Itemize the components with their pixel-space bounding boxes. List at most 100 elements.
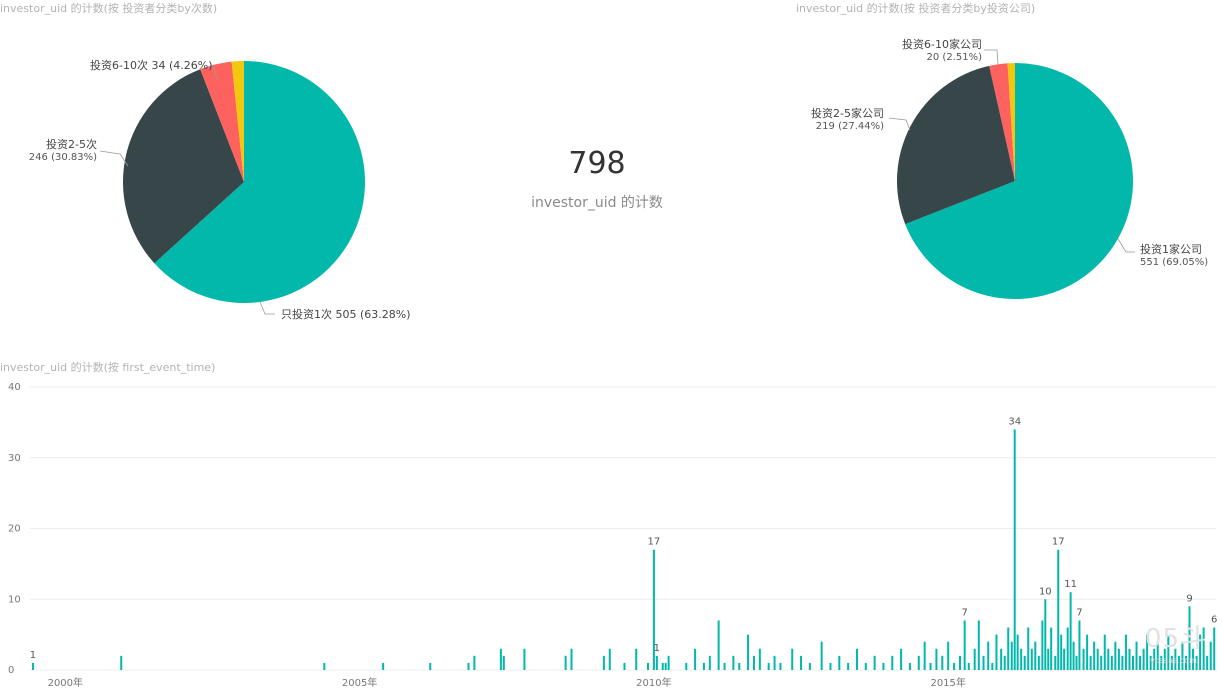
column-bar[interactable]: [995, 634, 998, 670]
column-bar[interactable]: [564, 655, 567, 670]
column-bar[interactable]: [1163, 648, 1166, 670]
column-bar[interactable]: [900, 648, 903, 670]
column-bar[interactable]: [1202, 627, 1205, 670]
column-bar[interactable]: [1054, 655, 1057, 670]
column-bar[interactable]: [523, 648, 526, 670]
column-bar[interactable]: [31, 662, 34, 670]
column-bar[interactable]: [747, 634, 750, 670]
column-bar[interactable]: [1135, 641, 1138, 670]
pie2-slice-2[interactable]: [989, 63, 1015, 182]
column-bar[interactable]: [958, 655, 961, 670]
column-bar[interactable]: [717, 620, 720, 670]
column-bar[interactable]: [602, 655, 605, 670]
pie1-slice-2[interactable]: [200, 61, 244, 182]
column-bar[interactable]: [1023, 655, 1026, 670]
column-bar[interactable]: [779, 662, 782, 670]
column-bar[interactable]: [635, 648, 638, 670]
column-bar[interactable]: [1086, 634, 1089, 670]
column-bar[interactable]: [977, 620, 980, 670]
column-bar[interactable]: [929, 662, 932, 670]
column-bar[interactable]: [917, 655, 920, 670]
column-bar[interactable]: [1003, 655, 1006, 670]
column-bar[interactable]: [941, 655, 944, 670]
column-bar[interactable]: [1174, 648, 1177, 670]
column-bar[interactable]: [767, 662, 770, 670]
column-bar[interactable]: [1132, 655, 1135, 670]
column-bar[interactable]: [570, 648, 573, 670]
column-bar[interactable]: [967, 662, 970, 670]
column-bar[interactable]: [499, 648, 502, 670]
column-bar[interactable]: [323, 662, 326, 670]
column-bar[interactable]: [1142, 648, 1145, 670]
column-bar[interactable]: [732, 655, 735, 670]
column-bar[interactable]: [655, 655, 658, 670]
column-bar[interactable]: [991, 662, 994, 670]
column-bar[interactable]: [1160, 655, 1163, 670]
column-bar[interactable]: [808, 662, 811, 670]
column-bar[interactable]: [982, 655, 985, 670]
column-bar[interactable]: [1121, 655, 1124, 670]
column-bar[interactable]: [987, 641, 990, 670]
column-bar[interactable]: [1124, 634, 1127, 670]
column-bar[interactable]: [647, 662, 650, 670]
column-bar[interactable]: [1149, 655, 1152, 670]
column-bar[interactable]: [953, 662, 956, 670]
column-bar[interactable]: [1184, 655, 1187, 670]
column-bar[interactable]: [752, 655, 755, 670]
column-bar[interactable]: [820, 641, 823, 670]
pie1-slice-3[interactable]: [231, 61, 244, 182]
column-bar[interactable]: [1117, 648, 1120, 670]
column-bar[interactable]: [1057, 549, 1060, 670]
column-bar[interactable]: [473, 655, 476, 670]
column-bar[interactable]: [1167, 634, 1170, 670]
column-bar[interactable]: [1066, 627, 1069, 670]
column-bar[interactable]: [908, 662, 911, 670]
column-bar[interactable]: [1030, 648, 1033, 670]
column-bar[interactable]: [1177, 655, 1180, 670]
column-bar[interactable]: [1020, 648, 1023, 670]
column-bar[interactable]: [1034, 641, 1037, 670]
column-bar[interactable]: [1188, 606, 1191, 670]
column-bar[interactable]: [1170, 655, 1173, 670]
column-bar[interactable]: [1050, 627, 1053, 670]
column-bar[interactable]: [1192, 648, 1195, 670]
column-bar[interactable]: [1078, 620, 1081, 670]
column-bar[interactable]: [1096, 648, 1099, 670]
column-bar[interactable]: [947, 641, 950, 670]
column-bar[interactable]: [758, 648, 761, 670]
column-bar[interactable]: [847, 662, 850, 670]
column-bar[interactable]: [1206, 655, 1209, 670]
pie-chart-by-count[interactable]: 投资6-10次 34 (4.26%) 投资2-5次 246 (30.83%) 只…: [0, 16, 470, 336]
column-bar[interactable]: [1199, 634, 1202, 670]
column-bar[interactable]: [791, 648, 794, 670]
column-bar[interactable]: [667, 655, 670, 670]
column-bar[interactable]: [973, 648, 976, 670]
column-bar[interactable]: [1013, 429, 1016, 670]
column-bar[interactable]: [1128, 648, 1131, 670]
column-bar[interactable]: [1195, 655, 1198, 670]
column-bar[interactable]: [664, 662, 667, 670]
column-bar[interactable]: [1007, 627, 1010, 670]
column-bar[interactable]: [1037, 655, 1040, 670]
column-bar[interactable]: [1044, 599, 1047, 670]
column-bar[interactable]: [1016, 634, 1019, 670]
pie-chart-by-company[interactable]: 投资6-10家公司 20 (2.51%) 投资2-5家公司 219 (27.44…: [760, 16, 1222, 336]
column-bar[interactable]: [1107, 648, 1110, 670]
column-bar[interactable]: [873, 655, 876, 670]
column-bar[interactable]: [502, 655, 505, 670]
column-bar[interactable]: [694, 648, 697, 670]
column-bar[interactable]: [1153, 648, 1156, 670]
pie2-slice-1[interactable]: [897, 65, 1015, 225]
column-bar[interactable]: [935, 648, 938, 670]
column-bar[interactable]: [429, 662, 432, 670]
column-bar[interactable]: [1213, 627, 1216, 670]
column-bar[interactable]: [702, 662, 705, 670]
column-bar[interactable]: [382, 662, 385, 670]
column-bar[interactable]: [882, 662, 885, 670]
column-bar[interactable]: [829, 662, 832, 670]
column-bar[interactable]: [864, 662, 867, 670]
column-bar[interactable]: [1139, 655, 1142, 670]
column-bar[interactable]: [1060, 634, 1063, 670]
column-bar[interactable]: [652, 549, 655, 670]
column-bar[interactable]: [1110, 655, 1113, 670]
